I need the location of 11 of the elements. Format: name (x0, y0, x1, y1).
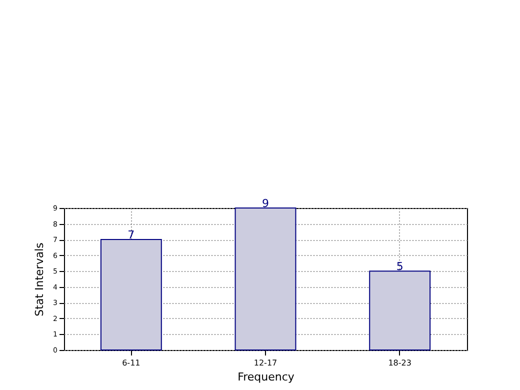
data-label: 9 (262, 197, 269, 210)
x-axis-title: Frequency (238, 370, 295, 384)
bar (234, 208, 296, 350)
x-tick-label: 6-11 (122, 358, 140, 368)
bar (100, 239, 162, 350)
data-label: 5 (396, 260, 404, 274)
x-tick-label: 12-17 (254, 358, 278, 368)
bar (369, 270, 431, 350)
data-label: 7 (128, 228, 135, 242)
y-axis-title: Stat Intervals (33, 242, 46, 316)
x-tick-label: 18-23 (388, 358, 412, 368)
